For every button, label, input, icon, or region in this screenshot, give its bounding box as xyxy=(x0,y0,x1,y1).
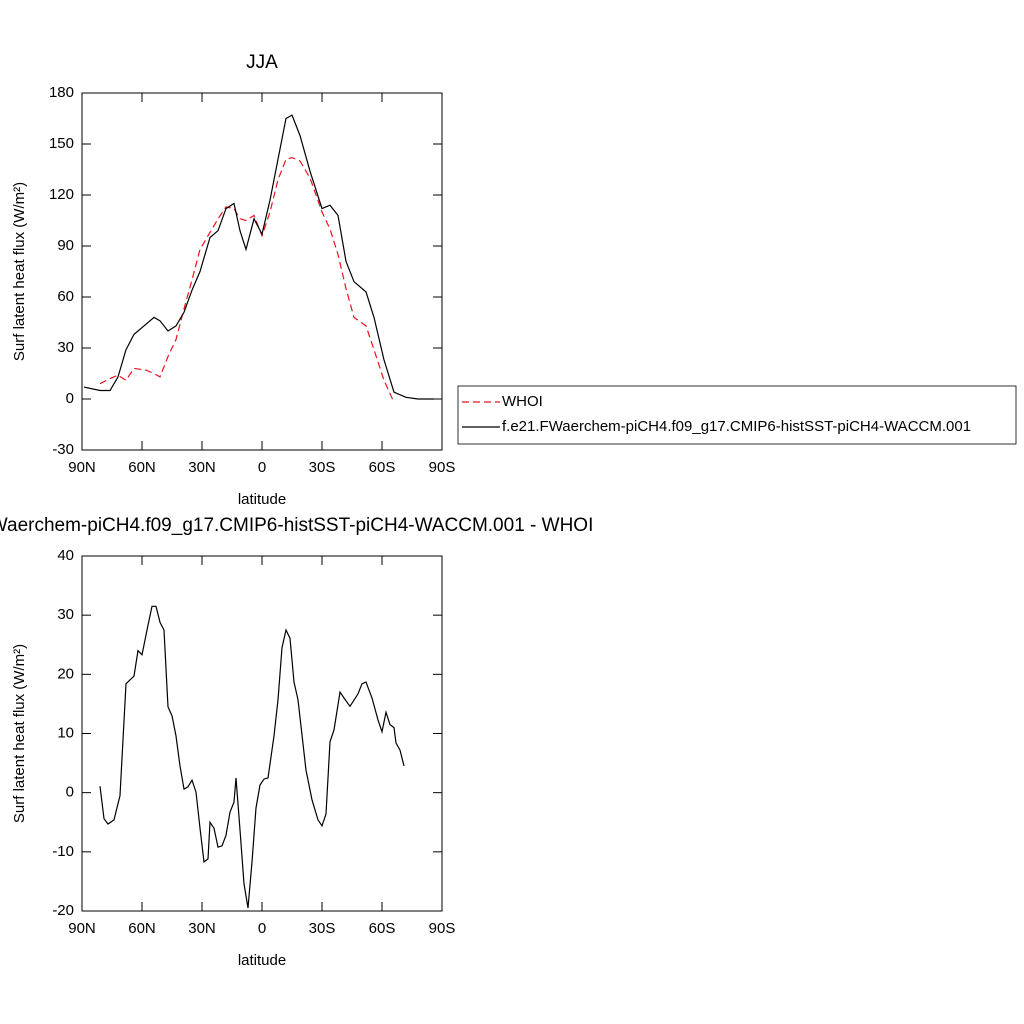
x-tick-label: 90S xyxy=(429,459,456,476)
y-tick-label: 30 xyxy=(57,606,74,623)
y-tick-label: -10 xyxy=(52,843,74,860)
x-tick-label: 30N xyxy=(188,459,216,476)
x-tick-label: 30S xyxy=(309,920,336,937)
legend-label: f.e21.FWaerchem-piCH4.f09_g17.CMIP6-hist… xyxy=(502,418,971,435)
y-tick-label: 180 xyxy=(49,84,74,101)
y-tick-label: 90 xyxy=(57,237,74,254)
plot-frame xyxy=(81,555,443,912)
y-tick-label: 0 xyxy=(66,390,74,407)
x-tick-label: 30S xyxy=(309,459,336,476)
x-tick-label: 0 xyxy=(258,459,266,476)
x-tick-label: 90S xyxy=(429,920,456,937)
plot-frame xyxy=(81,92,443,451)
x-tick-label: 90N xyxy=(68,920,96,937)
y-axis-label: Surf latent heat flux (W/m²) xyxy=(11,644,28,823)
y-tick-label: 20 xyxy=(57,665,74,682)
y-tick-label: 40 xyxy=(57,547,74,564)
x-axis-label: latitude xyxy=(238,491,286,508)
x-tick-label: 0 xyxy=(258,920,266,937)
chart-title: JJA xyxy=(246,52,278,73)
x-tick-label: 60S xyxy=(369,459,396,476)
y-tick-label: 10 xyxy=(57,724,74,741)
x-tick-label: 60N xyxy=(128,920,156,937)
y-tick-label: -30 xyxy=(52,441,74,458)
x-axis-label: latitude xyxy=(238,952,286,969)
chart-title: f.e21.FWaerchem-piCH4.f09_g17.CMIP6-hist… xyxy=(0,515,593,536)
y-tick-label: 150 xyxy=(49,135,74,152)
y-axis-label: Surf latent heat flux (W/m²) xyxy=(11,182,28,361)
x-tick-label: 30N xyxy=(188,920,216,937)
y-tick-label: 30 xyxy=(57,339,74,356)
y-tick-label: -20 xyxy=(52,902,74,919)
series-line xyxy=(99,156,395,403)
legend-label: WHOI xyxy=(502,393,543,410)
x-tick-label: 60S xyxy=(369,920,396,937)
y-tick-label: 60 xyxy=(57,288,74,305)
y-tick-label: 0 xyxy=(66,784,74,801)
legend-box xyxy=(457,385,1017,445)
x-tick-label: 60N xyxy=(128,459,156,476)
series-line xyxy=(99,605,405,909)
series-line xyxy=(83,114,434,400)
y-tick-label: 120 xyxy=(49,186,74,203)
x-tick-label: 90N xyxy=(68,459,96,476)
